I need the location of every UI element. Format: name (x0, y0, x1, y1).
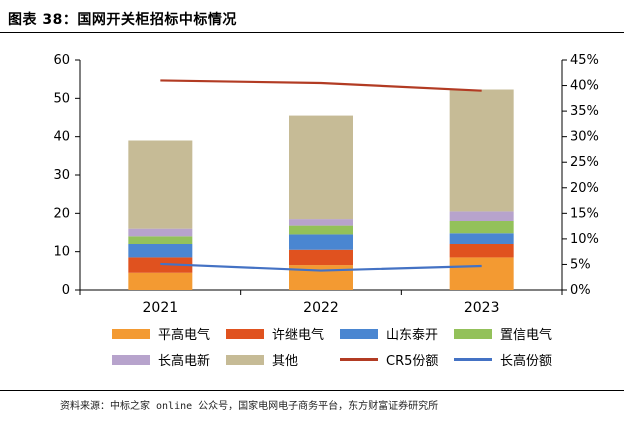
x-tick-label: 2023 (464, 300, 500, 316)
legend-label: 长高份额 (500, 354, 553, 369)
legend-swatch (112, 328, 150, 339)
left-tick-label: 40 (53, 130, 70, 145)
source-rule (0, 390, 624, 391)
bar-segment-平高电气-2023 (449, 257, 514, 290)
right-tick-label: 20% (570, 181, 599, 196)
bar-segment-长高电新-2021 (128, 228, 193, 237)
legend-item: 山东泰开 (340, 324, 438, 343)
bar-segment-长高电新-2023 (449, 211, 514, 221)
bar-segment-置信电气-2023 (449, 221, 514, 234)
right-tick-label: 30% (570, 130, 599, 145)
legend-item: 长高份额 (454, 350, 552, 369)
legend-label: 许继电气 (272, 328, 325, 343)
bar-segment-其他-2023 (449, 89, 514, 212)
right-tick-label: 35% (570, 104, 599, 119)
left-tick-label: 20 (53, 206, 70, 221)
left-tick-label: 0 (62, 283, 70, 298)
legend-swatch (226, 328, 264, 339)
bar-segment-许继电气-2022 (289, 249, 353, 266)
bar-segment-其他-2021 (128, 140, 193, 229)
right-tick-label: 10% (570, 232, 599, 247)
legend-swatch (454, 328, 492, 339)
bar-segment-置信电气-2021 (128, 236, 193, 244)
x-tick-label: 2022 (303, 300, 339, 316)
right-tick-label: 15% (570, 206, 599, 221)
line-CR5份额 (160, 79, 482, 92)
right-tick-label: 45% (570, 53, 599, 68)
source-note: 资料来源：中标之家 online 公众号，国家电网电子商务平台，东方财富证券研究… (60, 401, 439, 412)
bar-segment-置信电气-2022 (289, 225, 353, 235)
legend-label: 平高电气 (158, 328, 211, 343)
legend-swatch (112, 354, 150, 365)
legend-item: 置信电气 (454, 324, 552, 343)
left-tick-label: 60 (53, 53, 70, 68)
bar-segment-许继电气-2023 (449, 244, 514, 258)
left-tick-label: 10 (53, 245, 70, 260)
bar-segment-其他-2022 (289, 115, 353, 220)
right-tick-label: 5% (570, 257, 591, 272)
bar-segment-平高电气-2021 (128, 272, 193, 290)
legend-label: 长高电新 (158, 354, 211, 369)
left-tick-label: 50 (53, 91, 70, 106)
legend-swatch (226, 354, 264, 365)
legend-item: 许继电气 (226, 324, 324, 343)
line-长高份额 (160, 262, 482, 272)
legend-label: 山东泰开 (386, 328, 439, 343)
legend-label: 置信电气 (500, 328, 553, 343)
legend-swatch (454, 358, 492, 361)
legend-item: 长高电新 (112, 350, 210, 369)
right-tick-label: 0% (570, 283, 591, 298)
right-tick-label: 25% (570, 155, 599, 170)
chart-canvas: 0 10 20 30 40 50 60 0% 5% 10% 15% 20% 25% 30% 35% 40% 45… (53, 53, 599, 316)
legend-item: CR5份额 (340, 350, 438, 369)
legend-item: 平高电气 (112, 324, 210, 343)
left-tick-label: 30 (53, 168, 70, 183)
bar-segment-山东泰开-2021 (128, 244, 193, 258)
right-tick-label: 40% (570, 79, 599, 94)
bar-segment-山东泰开-2023 (449, 233, 514, 244)
bar-segment-山东泰开-2022 (289, 234, 353, 250)
legend-item: 其他 (226, 350, 298, 369)
title-rule (0, 32, 624, 33)
legend-label: CR5份额 (386, 354, 439, 369)
x-tick-label: 2021 (143, 300, 179, 316)
chart-title: 图表 38：国网开关柜招标中标情况 (8, 12, 237, 28)
legend-swatch (340, 328, 378, 339)
legend-swatch (340, 358, 378, 361)
bar-segment-长高电新-2022 (289, 219, 353, 226)
bar-segment-许继电气-2021 (128, 257, 193, 273)
legend-label: 其他 (272, 354, 299, 369)
